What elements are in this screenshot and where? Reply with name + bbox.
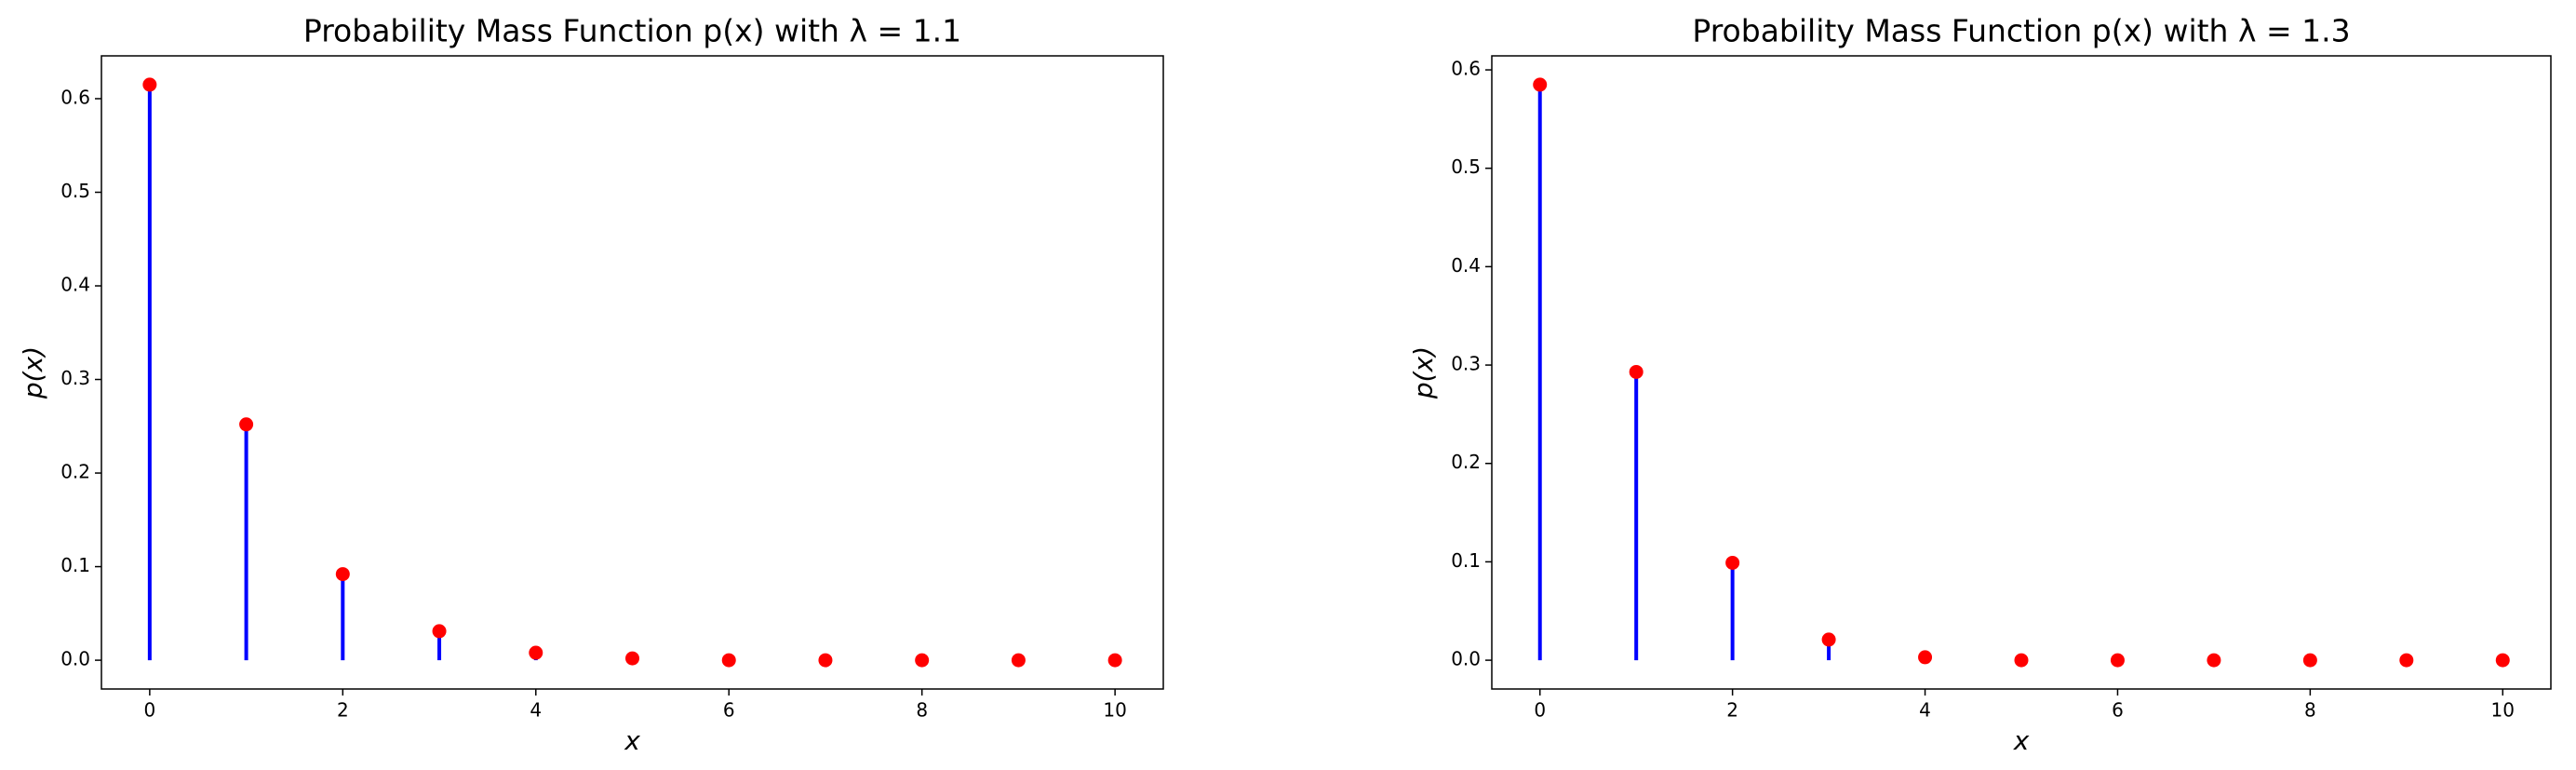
x-tick-label: 4 xyxy=(530,699,542,722)
stem-marker xyxy=(1821,632,1836,647)
stem-marker xyxy=(625,651,639,666)
stem-marker xyxy=(2302,653,2317,668)
y-tick-label: 0.1 xyxy=(60,554,90,576)
y-tick-label: 0.2 xyxy=(1451,451,1481,473)
stem-marker xyxy=(1011,653,1026,668)
x-axis-label: x xyxy=(624,725,640,756)
y-tick-label: 0.4 xyxy=(1451,254,1481,277)
y-tick-label: 0.5 xyxy=(60,180,90,202)
y-tick-label: 0.1 xyxy=(1451,549,1481,572)
stem-marker xyxy=(1629,364,1644,379)
y-tick-label: 0.3 xyxy=(60,367,90,389)
stem-marker xyxy=(818,653,833,668)
x-tick-label: 2 xyxy=(1726,699,1738,722)
x-tick-label: 10 xyxy=(2491,699,2515,722)
stem-marker xyxy=(2495,653,2510,668)
chart-title: Probability Mass Function p(x) with λ = … xyxy=(303,13,961,49)
x-tick-label: 10 xyxy=(1103,699,1126,722)
stem-marker xyxy=(529,645,543,660)
stem-marker xyxy=(2399,653,2414,668)
axes-frame xyxy=(1491,55,2552,690)
x-tick-label: 2 xyxy=(337,699,349,722)
y-tick-label: 0.0 xyxy=(60,648,90,670)
y-tick-label: 0.0 xyxy=(1451,648,1481,670)
y-tick-label: 0.4 xyxy=(60,274,90,296)
stem-marker xyxy=(1725,555,1740,570)
x-tick-label: 0 xyxy=(143,699,155,722)
stem-marker xyxy=(2110,653,2125,668)
y-tick-label: 0.6 xyxy=(1451,58,1481,80)
stem-marker xyxy=(1533,77,1548,92)
x-tick-label: 8 xyxy=(916,699,928,722)
stem-marker xyxy=(2014,653,2029,668)
x-tick-label: 4 xyxy=(1919,699,1931,722)
axes-frame xyxy=(101,55,1164,690)
stem-marker xyxy=(1107,653,1122,668)
x-tick-label: 8 xyxy=(2304,699,2316,722)
stem-marker xyxy=(915,653,930,668)
stem-marker xyxy=(335,567,350,582)
stem-marker xyxy=(721,653,736,668)
y-axis-label: p(x) xyxy=(1408,346,1439,399)
chart-title: Probability Mass Function p(x) with λ = … xyxy=(1692,13,2350,49)
stem-marker xyxy=(1918,650,1933,665)
stem-marker xyxy=(432,624,447,639)
y-tick-label: 0.6 xyxy=(60,86,90,108)
stem-marker xyxy=(142,77,157,92)
y-tick-label: 0.5 xyxy=(1451,155,1481,178)
y-tick-label: 0.3 xyxy=(1451,353,1481,375)
stem-marker xyxy=(239,417,254,432)
x-tick-label: 0 xyxy=(1534,699,1546,722)
x-tick-label: 6 xyxy=(2112,699,2124,722)
x-tick-label: 6 xyxy=(723,699,735,722)
y-axis-label: p(x) xyxy=(18,346,48,399)
y-tick-label: 0.2 xyxy=(60,461,90,483)
stem-marker xyxy=(2207,653,2221,668)
x-axis-label: x xyxy=(2013,725,2030,756)
